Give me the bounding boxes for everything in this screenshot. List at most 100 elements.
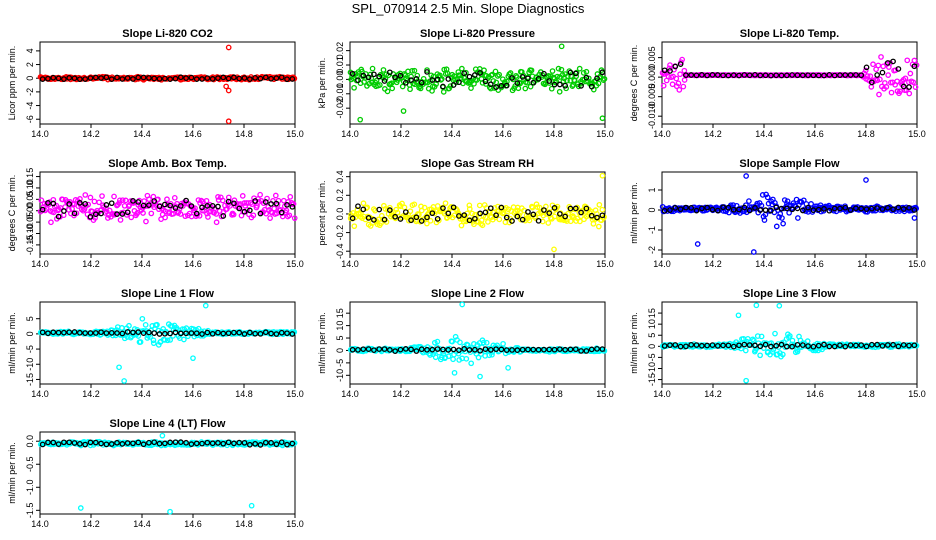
y-tick-label: 0.4 <box>335 170 345 183</box>
data-point <box>117 217 124 223</box>
data-point <box>284 201 290 208</box>
panel-2: Slope Li-820 Pressure 14.0 14.2 14.4 14.6 14.… <box>317 28 614 139</box>
data-point <box>746 207 753 214</box>
data-point <box>594 75 600 82</box>
data-point <box>280 197 287 204</box>
data-point <box>284 441 290 448</box>
data-point <box>273 441 280 448</box>
data-point <box>562 216 569 223</box>
panel-title: Slope Line 2 Flow <box>431 288 524 300</box>
data-point <box>246 329 253 336</box>
data-point <box>461 212 468 218</box>
data-point <box>573 73 580 80</box>
data-point <box>121 378 128 384</box>
y-tick-label: -10 <box>647 362 657 375</box>
data-point <box>130 329 136 336</box>
data-point <box>71 210 78 217</box>
data-point <box>595 223 602 230</box>
data-point <box>103 330 110 336</box>
plot-frame <box>39 171 296 255</box>
x-tick-label: 14.8 <box>545 129 563 139</box>
data-point <box>683 343 689 350</box>
data-point <box>752 71 758 78</box>
data-point <box>677 206 684 213</box>
data-point <box>862 67 869 74</box>
data-point <box>583 205 590 212</box>
y-tick-label: -0.2 <box>335 225 345 241</box>
data-point <box>351 84 357 91</box>
data-point <box>278 439 285 446</box>
data-point <box>730 343 737 350</box>
data-point <box>114 74 120 81</box>
data-point <box>868 84 875 90</box>
data-point <box>140 441 147 448</box>
data-point <box>262 199 269 205</box>
data-point <box>477 210 484 217</box>
data-point <box>599 115 606 122</box>
data-point <box>575 83 582 90</box>
panel-1: Slope Li-820 CO2 14.0 14.2 14.4 14.6 14.8 15.0… <box>7 28 304 139</box>
data-point <box>821 72 827 79</box>
data-point <box>677 61 684 67</box>
x-tick-label: 14.8 <box>857 259 875 269</box>
data-point <box>225 87 232 94</box>
data-point <box>130 198 136 204</box>
data-point <box>831 72 838 79</box>
data-point <box>725 342 732 349</box>
x-tick-label: 14.0 <box>341 129 359 139</box>
data-point <box>783 72 790 79</box>
x-tick-label: 14.8 <box>857 389 875 399</box>
data-point <box>478 217 485 224</box>
data-point <box>291 215 298 222</box>
data-point <box>135 199 142 205</box>
data-point <box>252 440 259 447</box>
data-point <box>694 241 701 247</box>
data-point <box>183 325 190 332</box>
data-point <box>257 75 264 82</box>
data-point <box>87 75 94 81</box>
data-point <box>594 345 600 352</box>
data-point <box>161 75 168 82</box>
x-tick-label: 14.8 <box>545 389 563 399</box>
data-point <box>434 203 441 209</box>
data-point <box>457 339 463 346</box>
data-point <box>525 75 531 82</box>
data-point <box>578 83 584 89</box>
data-point <box>884 60 891 66</box>
data-point <box>746 72 753 79</box>
data-point <box>892 67 899 74</box>
data-point <box>371 217 377 223</box>
data-point <box>599 69 606 76</box>
data-point <box>743 173 750 179</box>
y-tick-label: -15 <box>647 373 657 386</box>
y-tick-label: -5 <box>335 359 345 367</box>
data-point <box>757 207 764 213</box>
data-point <box>172 439 179 446</box>
data-point <box>61 208 67 214</box>
data-point <box>503 214 510 221</box>
data-point <box>736 342 742 349</box>
data-point <box>556 88 563 95</box>
data-point <box>874 77 881 84</box>
data-point <box>786 333 793 339</box>
data-point <box>527 83 534 90</box>
data-point <box>365 74 372 81</box>
data-point <box>469 210 476 217</box>
x-tick-label: 14.6 <box>806 129 824 139</box>
y-tick-label: 0.005 <box>647 46 657 69</box>
data-point <box>868 341 875 348</box>
data-point <box>471 72 478 78</box>
x-tick-label: 14.6 <box>494 259 512 269</box>
data-point <box>902 75 909 82</box>
data-point <box>290 201 297 207</box>
data-point <box>773 223 780 230</box>
data-point <box>456 79 462 86</box>
data-point <box>580 69 587 76</box>
plot-frame <box>39 431 296 515</box>
data-point <box>805 204 811 211</box>
data-point <box>193 330 200 337</box>
data-point <box>92 211 99 218</box>
data-point <box>545 220 552 226</box>
data-point <box>76 200 83 206</box>
